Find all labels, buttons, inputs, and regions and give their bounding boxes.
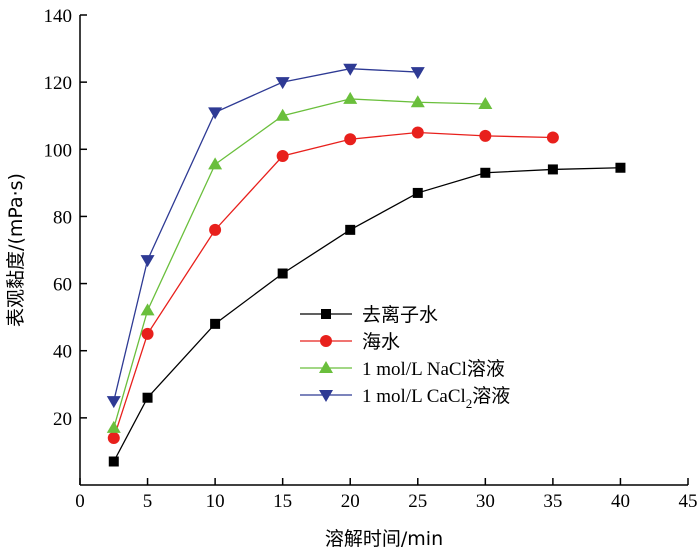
series-4 [106, 63, 425, 409]
y-tick-label: 140 [44, 6, 73, 27]
x-tick-label: 45 [679, 491, 698, 512]
data-point [209, 223, 222, 236]
data-point [411, 126, 424, 139]
data-point [210, 318, 221, 329]
y-tick-label: 40 [53, 342, 72, 363]
y-tick-label: 100 [44, 140, 73, 161]
data-point [478, 96, 493, 109]
series-line [113, 131, 553, 439]
data-point [208, 107, 223, 120]
legend-label: 去离子水 [362, 304, 438, 326]
legend-item: 去离子水 [300, 304, 438, 326]
plot-frame [79, 15, 688, 486]
data-point [410, 67, 425, 80]
data-point [275, 108, 290, 121]
legend-label-main: 1 mol/L CaCl [362, 386, 466, 407]
data-point [412, 187, 423, 198]
x-tick-label: 15 [273, 491, 292, 512]
x-tick-label: 30 [476, 491, 495, 512]
legend-marker [319, 361, 333, 373]
legend-marker [321, 309, 331, 319]
legend-item: 1 mol/L CaCl2溶液 [300, 385, 510, 411]
data-point [547, 164, 558, 175]
legend-label: 海水 [362, 331, 400, 353]
y-tick-label: 60 [53, 275, 72, 296]
x-tick-label: 35 [543, 491, 562, 512]
data-point [277, 268, 288, 279]
legend-label-main: 1 mol/L NaCl溶液 [362, 358, 505, 380]
x-axis-title: 溶解时间/min [325, 528, 443, 550]
data-point [343, 91, 358, 104]
y-ticks: 20 40 60 80 100 120 140 [44, 6, 87, 430]
data-point [208, 157, 223, 170]
x-ticks: 0 5 10 15 20 25 30 35 40 45 [75, 478, 698, 512]
data-point [140, 303, 155, 316]
legend-label-suffix: 溶液 [472, 385, 510, 407]
data-point [479, 129, 492, 142]
legend-item: 海水 [300, 331, 400, 353]
data-point [106, 396, 121, 409]
y-tick-label: 120 [44, 73, 73, 94]
legend-label-main: 去离子水 [362, 304, 438, 326]
data-point [276, 150, 289, 162]
legend-label-subscript: 2 [466, 396, 473, 411]
data-point [345, 224, 356, 235]
x-tick-label: 20 [341, 491, 360, 512]
data-point [107, 432, 120, 444]
data-point [480, 167, 491, 178]
x-tick-label: 0 [75, 491, 85, 512]
data-point [343, 63, 358, 76]
series-2 [107, 126, 559, 444]
data-point [106, 420, 121, 433]
legend-marker [320, 335, 332, 347]
y-tick-label: 80 [53, 207, 72, 228]
data-point [141, 327, 154, 340]
legend-label: 1 mol/L CaCl2溶液 [362, 385, 510, 411]
x-tick-label: 5 [143, 491, 153, 512]
x-tick-label: 40 [611, 491, 630, 512]
series-1 [108, 162, 626, 467]
series-layer [106, 63, 626, 467]
x-tick-label: 25 [408, 491, 427, 512]
data-point [546, 131, 559, 144]
data-point [142, 392, 153, 403]
legend-label-main: 海水 [362, 331, 400, 353]
legend-item: 1 mol/L NaCl溶液 [300, 358, 505, 380]
data-point [108, 456, 119, 467]
data-point [615, 162, 626, 173]
x-tick-label: 10 [206, 491, 225, 512]
series-3 [106, 91, 493, 433]
y-axis-title: 表观黏度/(mPa·s) [5, 173, 27, 327]
data-point [344, 133, 357, 146]
data-point [275, 77, 290, 90]
legend-label: 1 mol/L NaCl溶液 [362, 358, 505, 380]
y-tick-label: 20 [53, 409, 72, 430]
series-line [113, 68, 418, 402]
data-point [410, 95, 425, 108]
data-point [140, 255, 155, 268]
legend-marker [319, 390, 333, 402]
